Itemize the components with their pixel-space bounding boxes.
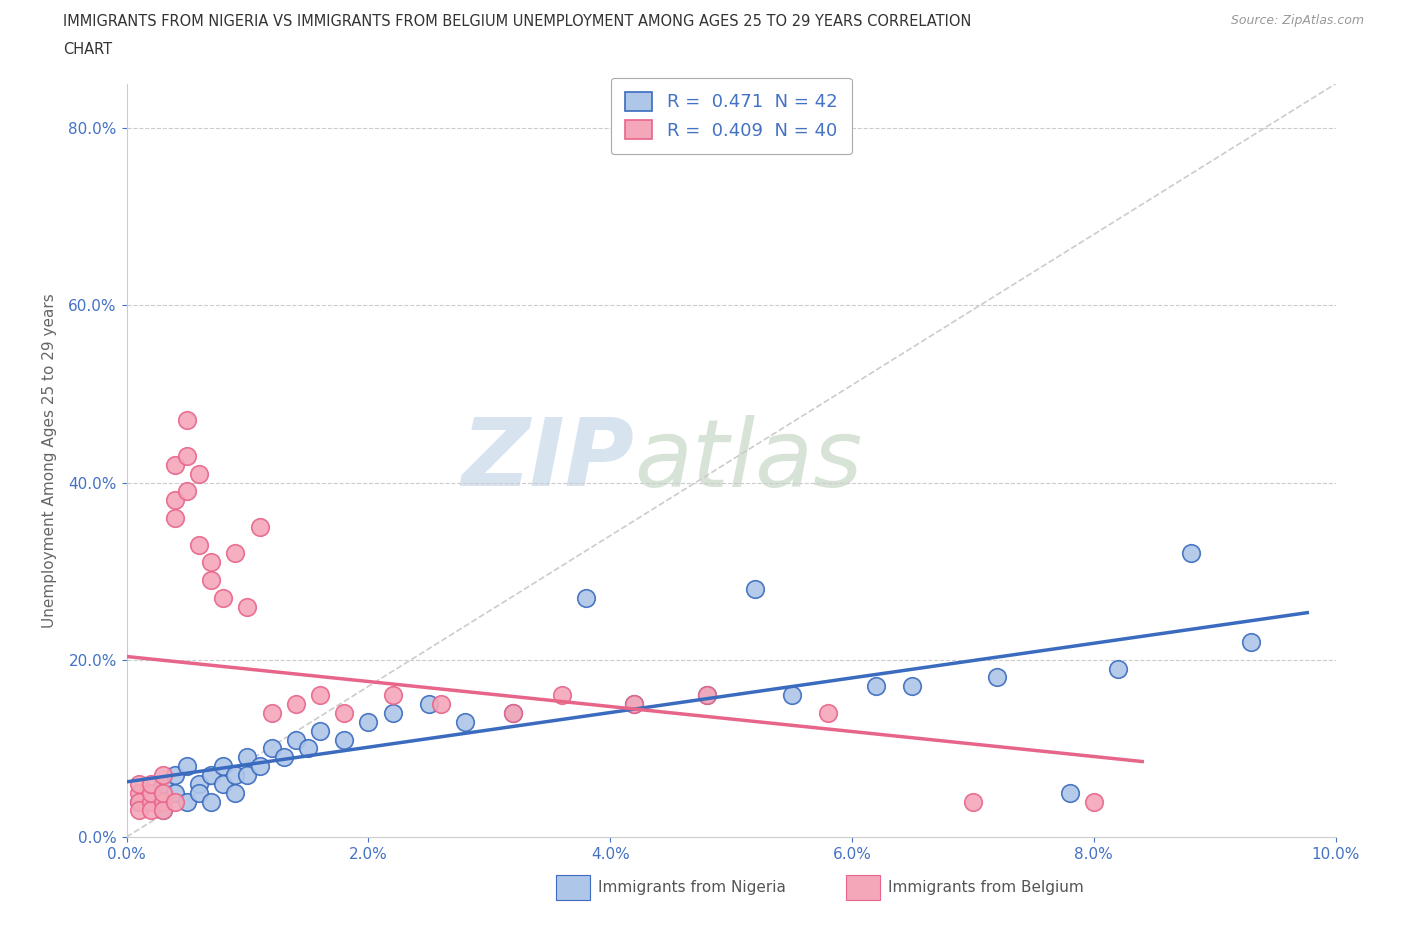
Point (163, 458, 186, 472)
Text: Immigrants from Nigeria: Immigrants from Nigeria (598, 880, 786, 895)
Point (139, 794, 162, 809)
Point (152, 803, 174, 817)
Point (163, 767, 186, 782)
Point (249, 519, 271, 534)
Text: ZIP: ZIP (461, 415, 634, 506)
Text: atlas: atlas (634, 415, 863, 506)
Point (200, 555, 222, 570)
Point (284, 732, 307, 747)
Point (128, 794, 150, 809)
Point (176, 484, 198, 498)
Point (236, 750, 259, 764)
Point (200, 767, 222, 782)
Point (1180, 546, 1202, 561)
Y-axis label: Unemployment Among Ages 25 to 29 years: Unemployment Among Ages 25 to 29 years (42, 293, 58, 628)
Point (152, 767, 174, 782)
Point (152, 777, 174, 791)
Point (152, 803, 174, 817)
Point (212, 591, 235, 605)
Point (273, 750, 295, 764)
Point (236, 767, 259, 782)
Point (418, 697, 440, 711)
Point (152, 785, 174, 800)
Point (284, 697, 307, 711)
Point (188, 466, 211, 481)
Point (780, 688, 803, 703)
Point (502, 706, 524, 721)
Point (224, 767, 246, 782)
Point (430, 697, 453, 711)
Point (139, 777, 162, 791)
Point (1107, 661, 1129, 676)
Point (212, 759, 235, 774)
Point (817, 706, 839, 721)
Point (212, 777, 235, 791)
Point (502, 706, 524, 721)
Point (865, 679, 887, 694)
Point (128, 785, 150, 800)
Point (176, 448, 198, 463)
Point (139, 785, 162, 800)
Point (901, 679, 924, 694)
Point (696, 688, 718, 703)
Point (224, 785, 246, 800)
Point (236, 599, 259, 614)
Point (260, 706, 283, 721)
Text: Source: ZipAtlas.com: Source: ZipAtlas.com (1230, 14, 1364, 27)
Point (696, 688, 718, 703)
Point (744, 581, 766, 596)
Point (333, 706, 356, 721)
Point (249, 759, 271, 774)
Text: IMMIGRANTS FROM NIGERIA VS IMMIGRANTS FROM BELGIUM UNEMPLOYMENT AMONG AGES 25 TO: IMMIGRANTS FROM NIGERIA VS IMMIGRANTS FR… (63, 14, 972, 29)
Point (139, 803, 162, 817)
Point (1240, 634, 1263, 649)
Point (1059, 785, 1081, 800)
Point (623, 697, 645, 711)
Point (163, 794, 186, 809)
Point (962, 794, 984, 809)
Point (188, 785, 211, 800)
Point (623, 697, 645, 711)
Point (309, 724, 332, 738)
Point (260, 741, 283, 756)
Point (454, 714, 477, 729)
Point (309, 688, 332, 703)
Point (575, 591, 598, 605)
Point (188, 777, 211, 791)
Point (128, 794, 150, 809)
Point (188, 538, 211, 552)
FancyBboxPatch shape (846, 875, 880, 899)
Text: CHART: CHART (63, 42, 112, 57)
Point (551, 688, 574, 703)
Point (333, 732, 356, 747)
Point (224, 546, 246, 561)
Point (176, 413, 198, 428)
Point (1083, 794, 1105, 809)
Point (163, 785, 186, 800)
Point (128, 777, 150, 791)
Text: Immigrants from Belgium: Immigrants from Belgium (889, 880, 1084, 895)
Point (152, 794, 174, 809)
Point (163, 511, 186, 525)
Point (297, 741, 319, 756)
FancyBboxPatch shape (555, 875, 589, 899)
Point (200, 573, 222, 588)
Point (176, 759, 198, 774)
Point (381, 688, 404, 703)
Point (381, 706, 404, 721)
Point (357, 714, 380, 729)
Point (128, 803, 150, 817)
Point (139, 785, 162, 800)
Point (200, 794, 222, 809)
Point (986, 670, 1008, 684)
Legend: R =  0.471  N = 42, R =  0.409  N = 40: R = 0.471 N = 42, R = 0.409 N = 40 (610, 78, 852, 154)
Point (176, 794, 198, 809)
Point (163, 493, 186, 508)
